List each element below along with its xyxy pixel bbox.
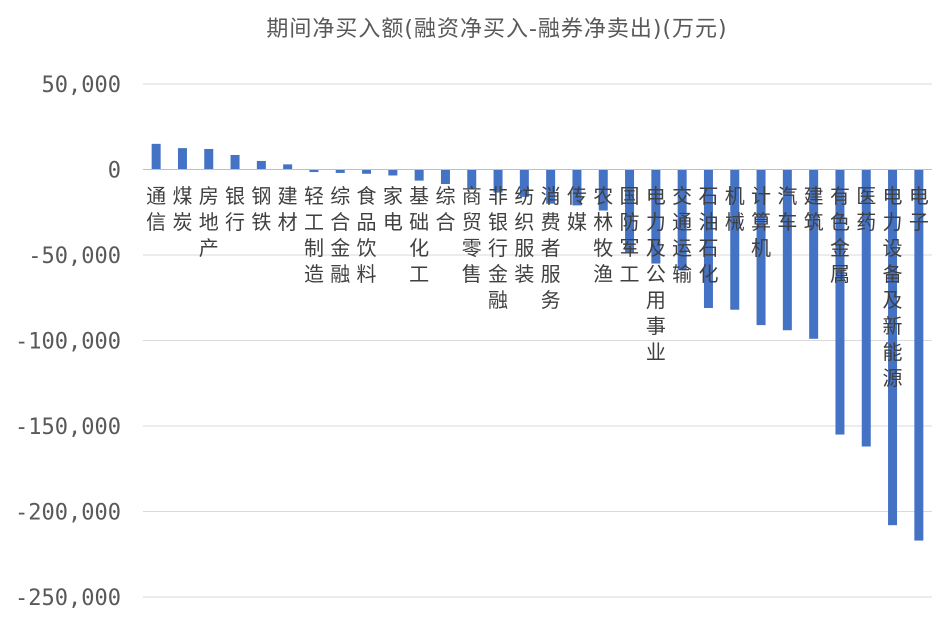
category-label: 钢铁 [251,184,271,234]
category-label: 电力设备及新能源 [883,184,903,390]
category-label: 石油石化 [698,184,718,286]
bar [703,169,713,309]
bar [283,164,293,170]
bar [256,160,266,170]
category-label: 轻工制造 [304,184,324,286]
bars [151,143,924,541]
chart-title: 期间净买入额(融资净买入-融券净卖出)(万元) [266,17,727,42]
bar [756,169,766,326]
category-label: 非银行金融 [488,184,508,312]
category-label: 传媒 [567,184,587,234]
bar [309,169,319,173]
bar [388,169,398,176]
bar [519,169,529,197]
bar [572,169,582,206]
bar [177,148,187,170]
bar [861,169,871,447]
bar [546,169,556,204]
y-tick-label: -50,000 [28,244,121,269]
bar [835,169,845,435]
category-label: 计算机 [751,184,771,260]
y-tick-label: -100,000 [15,330,121,355]
bar [362,169,372,174]
bar [888,169,898,526]
bar [467,169,477,189]
bar [440,169,450,185]
category-label: 房地产 [199,184,219,260]
category-label: 消费者服务 [541,184,561,312]
category-label: 纺织服装 [514,184,534,286]
category-label: 汽车 [777,184,797,234]
category-label: 交通运输 [672,184,692,286]
bar [730,169,740,310]
y-tick-label: -250,000 [15,586,121,611]
y-tick-label: 0 [108,159,121,184]
category-label: 银行 [225,184,245,234]
bar [204,148,214,170]
category-label: 通信 [146,184,166,234]
category-label: 医药 [856,184,876,234]
category-label: 家电 [383,184,403,234]
category-label: 有色金属 [830,184,850,286]
category-label: 建筑 [804,184,824,234]
bar [809,169,819,339]
bar [625,169,635,254]
bar [335,169,345,173]
y-tick-label: 50,000 [42,73,121,98]
category-label: 商贸零售 [462,184,482,286]
category-label: 基础化工 [409,184,429,286]
category-label: 煤炭 [172,184,192,234]
category-label: 建材 [278,184,298,234]
bar [914,169,924,541]
category-label: 国防军工 [620,184,640,286]
bar [493,169,503,193]
category-label: 食品饮料 [357,184,377,286]
category-label: 综合金融 [330,184,350,286]
bar [230,154,240,170]
bar [414,169,424,181]
category-label: 电子 [909,184,929,234]
y-tick-label: -150,000 [15,415,121,440]
category-label: 电力及公用事业 [646,184,666,364]
bar [677,169,687,271]
bar [151,143,161,170]
y-tick-label: -200,000 [15,501,121,526]
bar [651,169,661,264]
category-labels: 通信煤炭房地产银行钢铁建材轻工制造综合金融食品饮料家电基础化工综合商贸零售非银行… [146,184,929,390]
category-label: 机械 [725,184,745,234]
bar [782,169,792,331]
bar [598,169,608,211]
category-label: 农林牧渔 [593,184,613,286]
category-label: 综合 [435,184,455,234]
y-axis-tick-labels: 50,000 0 -50,000 -100,000 -150,000 -200,000 -2… [15,73,121,611]
gridlines [143,83,932,598]
